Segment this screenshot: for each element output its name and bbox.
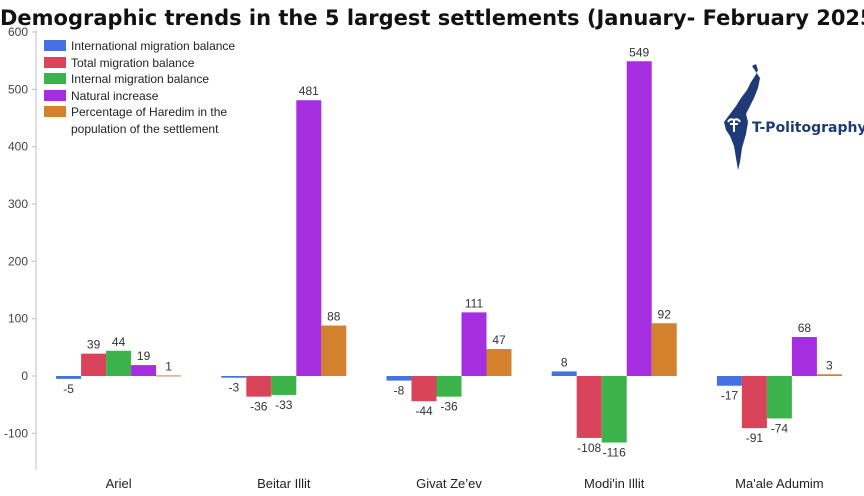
legend-label: Percentage of Haredim in the population … bbox=[71, 105, 228, 136]
legend-item: Natural increase bbox=[44, 88, 271, 105]
legend-label: International migration balance bbox=[71, 39, 236, 53]
x-tick-label: Modi'in Illit bbox=[584, 476, 645, 491]
legend-swatch bbox=[44, 89, 66, 101]
data-label: -8 bbox=[394, 384, 405, 398]
legend-label: Internal migration balance bbox=[71, 72, 210, 86]
data-label: -108 bbox=[577, 441, 601, 455]
y-tick-label: 0 bbox=[21, 369, 28, 383]
data-label: 481 bbox=[299, 84, 319, 98]
legend-label: Total migration balance bbox=[71, 55, 195, 70]
y-tick-label: 400 bbox=[8, 140, 28, 154]
legend-label: Natural increase bbox=[71, 88, 159, 103]
legend-item: International migration balance bbox=[44, 38, 271, 55]
legend: International migration balance Total mig… bbox=[44, 38, 271, 137]
logo-text: T-Politography bbox=[752, 120, 864, 136]
israel-map-logo bbox=[724, 64, 760, 170]
data-label: -44 bbox=[415, 404, 433, 418]
data-label: -36 bbox=[440, 400, 458, 414]
data-label: -33 bbox=[275, 398, 293, 412]
bar bbox=[716, 376, 742, 386]
y-tick-label: 200 bbox=[8, 254, 28, 268]
bar bbox=[386, 376, 412, 381]
y-tick-label: 300 bbox=[8, 197, 28, 211]
data-label: -3 bbox=[228, 381, 239, 395]
bar bbox=[626, 61, 652, 376]
x-tick-label: Ariel bbox=[106, 476, 132, 491]
data-label: 92 bbox=[658, 307, 672, 321]
y-tick-label: 600 bbox=[8, 25, 28, 39]
data-label: 44 bbox=[112, 335, 126, 349]
y-tick-label: 500 bbox=[8, 82, 28, 96]
data-label: 68 bbox=[798, 321, 812, 335]
legend-swatch bbox=[44, 106, 66, 117]
axes: 600 500 400 300 200 100 0 -100 Ariel Beitar Illit… bbox=[4, 25, 824, 491]
data-label: -5 bbox=[63, 382, 74, 396]
data-label: 549 bbox=[629, 45, 649, 59]
x-tick-label: Ma'ale Adumim bbox=[735, 476, 823, 491]
data-label: -17 bbox=[721, 389, 739, 403]
bar bbox=[436, 376, 462, 397]
legend-item: Total migration balance bbox=[44, 55, 271, 72]
data-labels: -5 39 44 19 1 -3 -36 -33 481 88 -8 -44 -36 111 47 8 -108… bbox=[63, 45, 833, 459]
bar bbox=[816, 374, 842, 376]
data-label: 39 bbox=[87, 338, 101, 352]
bar bbox=[321, 325, 347, 376]
data-label: -116 bbox=[603, 446, 626, 460]
data-label: 88 bbox=[327, 310, 341, 324]
bar bbox=[131, 365, 157, 376]
bar bbox=[741, 376, 767, 429]
legend-item: Percentage of Haredim in the population … bbox=[44, 104, 271, 137]
data-label: -91 bbox=[746, 431, 764, 445]
data-label: 3 bbox=[826, 358, 833, 372]
bar bbox=[56, 376, 82, 379]
legend-item: Internal migration balance bbox=[44, 71, 271, 88]
data-label: 8 bbox=[561, 355, 568, 369]
bar bbox=[576, 376, 602, 438]
bar bbox=[81, 353, 107, 376]
bar bbox=[106, 350, 132, 376]
bar bbox=[156, 375, 182, 377]
legend-swatch bbox=[44, 56, 66, 68]
bar bbox=[791, 337, 817, 376]
bars bbox=[56, 61, 842, 443]
data-label: -74 bbox=[771, 421, 789, 435]
legend-swatch bbox=[44, 73, 66, 84]
data-label: 47 bbox=[492, 333, 506, 347]
y-tick-label: -100 bbox=[4, 426, 28, 440]
x-tick-label: Beitar Illit bbox=[257, 476, 311, 491]
bar bbox=[651, 323, 677, 376]
bar bbox=[601, 376, 627, 443]
data-label: -36 bbox=[250, 400, 268, 414]
chart-title: Demographic trends in the 5 largest sett… bbox=[0, 6, 864, 30]
data-label: 19 bbox=[137, 349, 151, 363]
data-label: 111 bbox=[465, 296, 484, 310]
bar bbox=[246, 376, 272, 397]
x-tick-label: Givat Ze’ev bbox=[416, 476, 482, 491]
bar bbox=[271, 376, 297, 395]
bar bbox=[411, 376, 437, 402]
data-label: 1 bbox=[165, 359, 172, 373]
bar bbox=[461, 312, 487, 376]
bar bbox=[296, 100, 322, 376]
bar bbox=[766, 376, 792, 419]
bar bbox=[551, 371, 577, 376]
bar bbox=[221, 376, 247, 378]
legend-swatch bbox=[44, 40, 66, 51]
bar bbox=[486, 349, 512, 376]
y-tick-label: 100 bbox=[8, 312, 28, 326]
